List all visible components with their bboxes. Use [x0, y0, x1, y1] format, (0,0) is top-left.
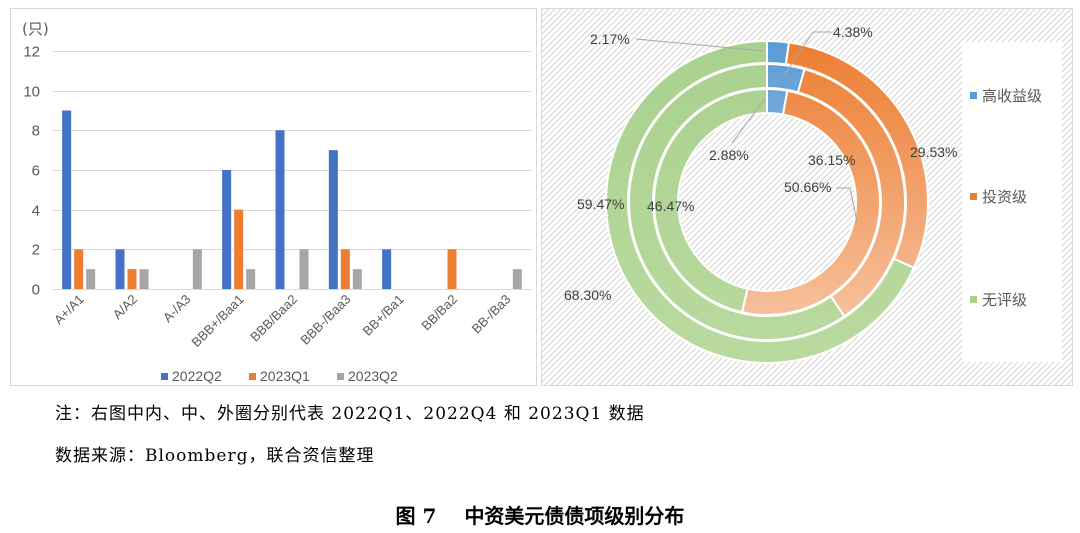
- label-outer-unrated: 68.30%: [564, 287, 611, 303]
- legend-item-2023q2: 2023Q2: [337, 368, 398, 384]
- legend-label: 投资级: [982, 188, 1027, 206]
- chart-note: 注：右图中内、中、外圈分别代表 2022Q1、2022Q4 和 2023Q1 数…: [55, 404, 645, 424]
- label-inner-unrated: 46.47%: [647, 198, 694, 214]
- donut-legend-item-investment-grade: 投资级: [970, 188, 1027, 206]
- y-tick-label: 6: [32, 163, 40, 180]
- legend-swatch: [970, 92, 977, 99]
- donut-data-labels: 2.17% 4.38% 2.88% 36.15% 29.53% 50.66% 5…: [564, 24, 957, 303]
- bar-2023q1-a-a2: [127, 269, 137, 289]
- donut-middle-ring-unrated-segment: [628, 62, 846, 341]
- bar-2023q2-bbbplus-baa1: [246, 269, 256, 289]
- y-tick-label: 12: [23, 44, 40, 61]
- label-inner-investment-grade: 50.66%: [784, 179, 831, 195]
- bar-2023q1-bbbminus-baa3: [340, 249, 350, 289]
- figure-title: 中资美元债债项级别分布: [464, 504, 685, 528]
- label-middle-unrated: 59.47%: [577, 196, 624, 212]
- y-tick-label: 4: [32, 203, 40, 220]
- y-tick-label: 2: [32, 242, 40, 259]
- donut-rings: [605, 39, 929, 364]
- legend-swatch: [337, 373, 344, 380]
- legend-label: 无评级: [982, 291, 1027, 309]
- figure-number: 图 7: [395, 504, 437, 528]
- bar-2023q2-bbb-baa2: [299, 249, 309, 289]
- legend-item-2023q1: 2023Q1: [249, 368, 310, 384]
- y-tick-label: 10: [23, 84, 40, 101]
- leader-lines: [635, 31, 858, 223]
- legend-swatch: [970, 296, 977, 303]
- donut-legend-item-unrated: 无评级: [970, 291, 1027, 309]
- bar-2022q2-bbb-baa2: [275, 130, 285, 289]
- data-source: 数据来源：Bloomberg，联合资信整理: [55, 446, 375, 466]
- donut-outer-ring-unrated-segment: [605, 39, 916, 364]
- legend-swatch: [249, 373, 256, 380]
- leader-line-outer-high-yield: [635, 38, 764, 52]
- donut-chart-panel: 2.17% 4.38% 2.88% 36.15% 29.53% 50.66% 5…: [541, 8, 1073, 386]
- bar-2023q1-bbbplus-baa1: [234, 209, 244, 289]
- label-middle-investment-grade: 36.15%: [808, 152, 855, 168]
- bar-2023q2-bbminus-ba3: [512, 269, 522, 289]
- leader-line-inner-investment-grade: [836, 187, 858, 223]
- bar-2023q1-aplus-a1: [74, 249, 84, 289]
- legend-item-2022q2: 2022Q2: [161, 368, 222, 384]
- y-tick-label: 8: [32, 123, 40, 140]
- y-axis-unit-label: (只): [22, 20, 49, 38]
- label-outer-high-yield: 2.17%: [590, 31, 630, 47]
- label-outer-investment-grade: 29.53%: [910, 144, 957, 160]
- label-middle-high-yield: 4.38%: [833, 24, 873, 40]
- figure-caption: 图 7 中资美元债债项级别分布: [0, 504, 1080, 528]
- legend-swatch: [161, 373, 168, 380]
- bar-2023q2-bbbminus-baa3: [352, 269, 362, 289]
- donut-legend-box: [962, 42, 1062, 362]
- bar-2022q2-aplus-a1: [62, 110, 72, 289]
- bar-2022q2-bbbplus-baa1: [222, 170, 232, 289]
- legend-label: 2023Q2: [348, 368, 398, 384]
- donut-inner-ring-unrated-segment: [653, 87, 768, 314]
- bar-chart-frame: [10, 8, 537, 386]
- leader-line-inner-high-yield: [731, 99, 765, 144]
- label-inner-high-yield: 2.88%: [709, 147, 749, 163]
- bar-2023q2-aminus-a3: [192, 249, 202, 289]
- bar-2022q2-a-a2: [115, 249, 125, 289]
- bar-2022q2-bbbminus-baa3: [328, 150, 338, 289]
- bar-2022q2-bbplus-ba1: [382, 249, 392, 289]
- legend-swatch: [970, 193, 977, 200]
- leader-line-middle-high-yield: [782, 31, 831, 78]
- bar-2023q2-a-a2: [139, 269, 149, 289]
- legend-label: 2023Q1: [260, 368, 310, 384]
- gridlines: [52, 51, 532, 290]
- donut-legend-item-high-yield: 高收益级: [970, 87, 1042, 105]
- y-tick-label: 0: [32, 282, 40, 299]
- bar-2023q2-aplus-a1: [86, 269, 96, 289]
- legend-label: 高收益级: [982, 87, 1042, 105]
- legend-label: 2022Q2: [172, 368, 222, 384]
- bar-2023q1-bb-ba2: [447, 249, 457, 289]
